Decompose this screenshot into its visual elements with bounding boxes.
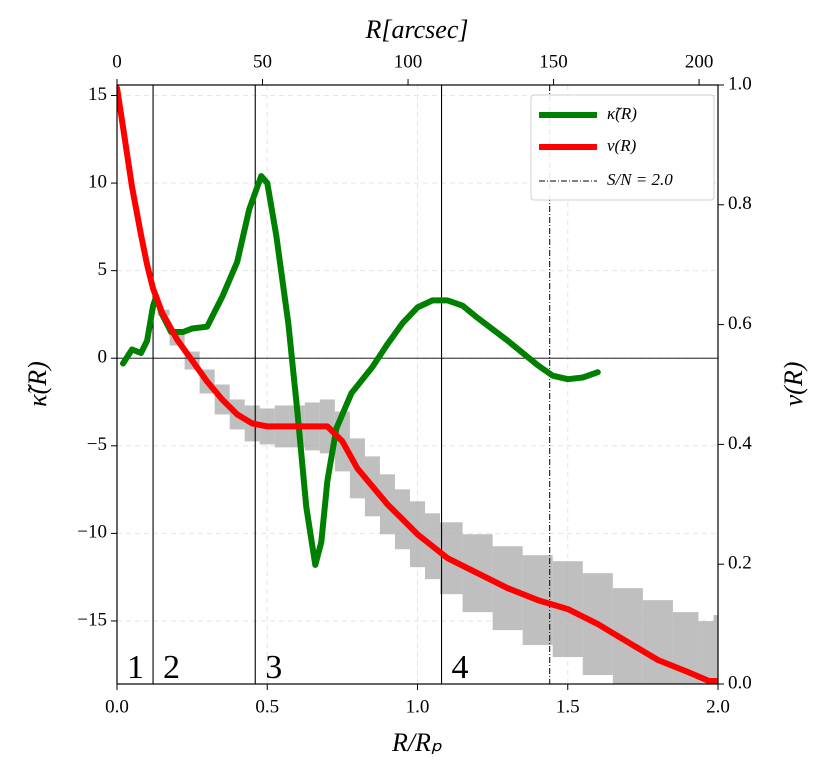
y-tick-label: 5 <box>98 259 108 280</box>
y-tick-label: 10 <box>88 171 107 192</box>
y2-tick-label: 0.8 <box>728 193 752 214</box>
plot-frame <box>116 84 719 685</box>
series-line <box>117 85 718 684</box>
y-axis-label: κ̃(R) <box>23 361 52 407</box>
y-tick-label: −5 <box>87 434 107 455</box>
x-tick-label: 1.0 <box>406 696 430 717</box>
legend-box <box>530 94 715 201</box>
region-label: 4 <box>452 649 469 686</box>
region-label: 1 <box>127 649 144 686</box>
x2-tick-label: 50 <box>253 51 272 72</box>
y-tick-label: −15 <box>77 609 107 630</box>
x-axis-label: R/Rₚ <box>391 728 442 757</box>
series-line <box>120 173 601 568</box>
y2-tick-label: 0.0 <box>728 672 752 693</box>
legend-label: κ̃(R) <box>607 104 637 123</box>
legend-label: ν(R) <box>607 136 637 155</box>
error-bar <box>642 600 673 684</box>
y2-tick-label: 1.0 <box>728 73 752 94</box>
x2-tick-label: 200 <box>685 51 714 72</box>
y2-axis-label: ν(R) <box>779 362 808 407</box>
region-label: 2 <box>163 649 180 686</box>
y2-tick-label: 0.4 <box>728 433 752 454</box>
x-tick-label: 1.5 <box>556 696 580 717</box>
x-tick-label: 0.0 <box>105 696 129 717</box>
error-bar <box>713 615 718 684</box>
x2-axis-label: R[arcsec] <box>364 15 468 44</box>
region-label: 3 <box>265 649 282 686</box>
legend-label: S/N = 2.0 <box>607 170 673 189</box>
x2-tick-label: 0 <box>112 51 122 72</box>
y-tick-label: 15 <box>88 84 107 105</box>
x-tick-label: 2.0 <box>706 696 730 717</box>
y2-tick-label: 0.2 <box>728 553 752 574</box>
x2-tick-label: 150 <box>539 51 568 72</box>
y-tick-label: 0 <box>98 347 108 368</box>
x-tick-label: 0.5 <box>255 696 279 717</box>
plot <box>117 85 718 684</box>
y-tick-label: −10 <box>77 522 107 543</box>
error-bar <box>698 621 714 684</box>
y2-tick-label: 0.6 <box>728 313 752 334</box>
x2-tick-label: 100 <box>394 51 423 72</box>
